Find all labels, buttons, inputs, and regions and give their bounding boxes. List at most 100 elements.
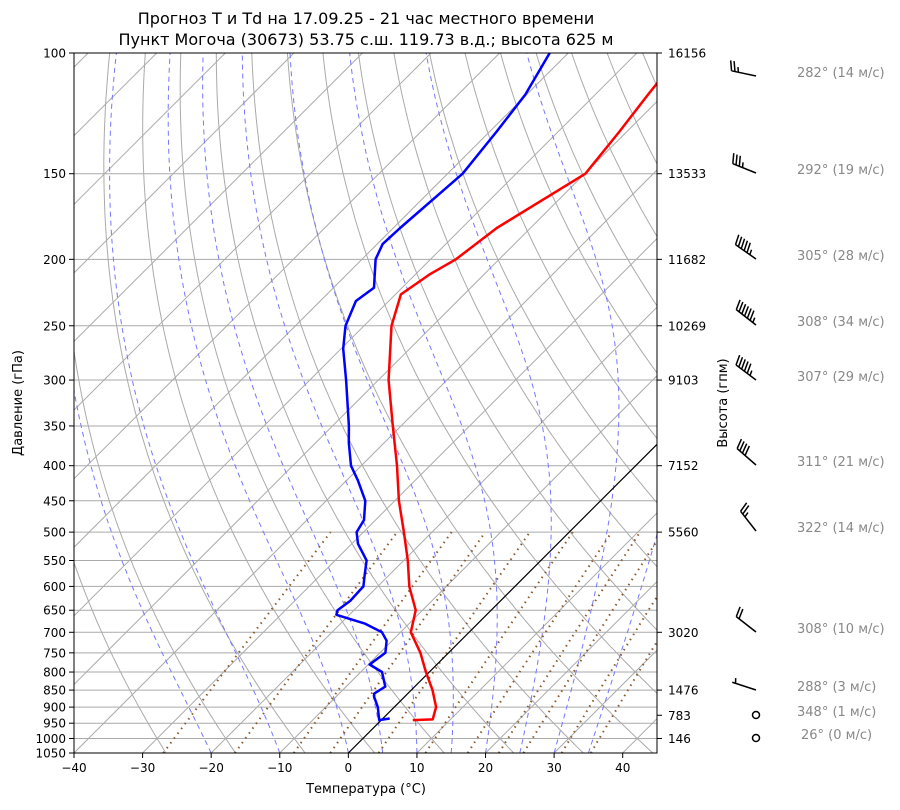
barb-feather bbox=[750, 371, 752, 376]
barb-feather bbox=[739, 357, 743, 367]
y-tick-label: 150 bbox=[43, 167, 66, 181]
barb-staff bbox=[732, 682, 756, 690]
y-tick-label: 850 bbox=[43, 684, 66, 698]
wind-label: 322° (14 м/с) bbox=[797, 521, 885, 536]
background-lines bbox=[0, 53, 900, 753]
dry-adiabat-line bbox=[501, 53, 900, 753]
y-tick-label: 350 bbox=[43, 419, 66, 433]
dry-adiabat-line bbox=[856, 53, 900, 753]
barb-feather bbox=[739, 156, 740, 166]
wind-barb-icon bbox=[731, 60, 756, 76]
wind-label: 288° (3 м/с) bbox=[797, 680, 876, 695]
y-tick-label: 400 bbox=[43, 459, 66, 473]
y-tick-label: 650 bbox=[43, 604, 66, 618]
barb-feather bbox=[738, 237, 741, 247]
barb-feather bbox=[753, 318, 755, 323]
barb-feather bbox=[742, 304, 746, 314]
barb-staff bbox=[741, 511, 756, 531]
height-tick-label: 9103 bbox=[668, 374, 699, 388]
y-tick-label: 600 bbox=[43, 580, 66, 594]
wind-barb-icon bbox=[736, 355, 756, 380]
dry-adiabat-line bbox=[749, 53, 900, 753]
mixing-ratio-line bbox=[379, 532, 530, 753]
y-tick-label: 950 bbox=[43, 717, 66, 731]
wind-barb-icon bbox=[732, 678, 756, 690]
barb-feather bbox=[747, 309, 751, 319]
x-tick-label: 10 bbox=[409, 761, 424, 775]
dry-adiabat-line bbox=[785, 53, 900, 753]
barb-feather bbox=[742, 359, 746, 369]
barb-feather bbox=[741, 239, 744, 249]
y-tick-label: 100 bbox=[43, 47, 66, 61]
dry-adiabat-line bbox=[714, 53, 900, 753]
calm-wind-icon bbox=[753, 712, 760, 719]
dry-adiabat-line bbox=[678, 53, 900, 753]
barb-feather bbox=[750, 311, 754, 321]
moist-adiabat-line bbox=[588, 53, 705, 753]
barb-feather bbox=[745, 306, 749, 316]
barb-staff bbox=[736, 617, 756, 632]
isotherm-line bbox=[0, 53, 225, 753]
isotherm-line bbox=[5, 53, 705, 753]
wind-barb-icon bbox=[733, 153, 756, 173]
wind-barb-icon bbox=[737, 439, 756, 465]
x-tick-label: 20 bbox=[478, 761, 493, 775]
wind-barb-icon bbox=[736, 300, 756, 325]
isotherm-line bbox=[486, 53, 900, 753]
temperature-line bbox=[389, 53, 682, 720]
height-axis-label: Высота (гпм) bbox=[716, 358, 731, 447]
x-tick-label: −10 bbox=[267, 761, 292, 775]
dry-adiabat-line bbox=[323, 53, 723, 753]
isotherm-line bbox=[417, 53, 900, 753]
y-tick-label: 200 bbox=[43, 253, 66, 267]
y-axis-label: Давление (гПа) bbox=[11, 350, 26, 456]
barb-feather bbox=[736, 155, 737, 165]
mixing-ratio-line bbox=[235, 532, 397, 753]
wind-barbs: 282° (14 м/с)292° (19 м/с)305° (28 м/с)3… bbox=[731, 60, 885, 743]
wind-label: 308° (10 м/с) bbox=[797, 622, 885, 637]
dewpoint-line bbox=[336, 53, 549, 720]
barb-feather bbox=[745, 513, 748, 517]
dry-adiabat-line bbox=[430, 53, 900, 753]
dry-adiabat-line bbox=[607, 53, 900, 753]
chart-title-line1: Прогноз T и Td на 17.09.25 - 21 час мест… bbox=[138, 9, 594, 28]
y-tick-label: 1050 bbox=[35, 747, 66, 761]
height-tick-label: 11682 bbox=[668, 253, 706, 267]
height-tick-label: 13533 bbox=[668, 167, 706, 181]
isotherm-line bbox=[623, 53, 900, 753]
y-tick-label: 250 bbox=[43, 319, 66, 333]
barb-feather bbox=[733, 153, 734, 163]
wind-label: 311° (21 м/с) bbox=[797, 455, 885, 470]
x-axis-label: Температура (°C) bbox=[305, 782, 426, 797]
dry-adiabat-line bbox=[104, 53, 305, 753]
moist-adiabat-line bbox=[110, 53, 280, 753]
barb-feather bbox=[747, 364, 751, 374]
isotherm-line bbox=[143, 53, 843, 753]
isotherm-line bbox=[0, 53, 637, 753]
barb-feather bbox=[750, 250, 752, 255]
barb-feather bbox=[736, 235, 739, 245]
height-tick-label: 5560 bbox=[668, 526, 699, 540]
barb-feather bbox=[747, 243, 750, 253]
barb-feather bbox=[736, 355, 740, 365]
calm-wind-icon bbox=[753, 735, 760, 742]
barb-feather bbox=[739, 609, 743, 619]
isotherm-line bbox=[0, 53, 568, 753]
mixing-ratio-line bbox=[499, 532, 640, 753]
height-tick-label: 10269 bbox=[668, 319, 706, 333]
wind-label: 292° (19 м/с) bbox=[797, 163, 885, 178]
wind-label: 307° (29 м/с) bbox=[797, 370, 885, 385]
wind-label: 308° (34 м/с) bbox=[797, 315, 885, 330]
wind-label: 305° (28 м/с) bbox=[797, 249, 885, 264]
y-tick-label: 1000 bbox=[35, 732, 66, 746]
height-tick-label: 1476 bbox=[668, 684, 699, 698]
barb-feather bbox=[739, 302, 743, 312]
isotherm-line bbox=[211, 53, 900, 753]
wind-barb-icon bbox=[736, 235, 756, 259]
x-tick-label: 40 bbox=[615, 761, 630, 775]
y-tick-label: 700 bbox=[43, 626, 66, 640]
barb-feather bbox=[736, 607, 740, 617]
barb-staff bbox=[732, 71, 756, 76]
